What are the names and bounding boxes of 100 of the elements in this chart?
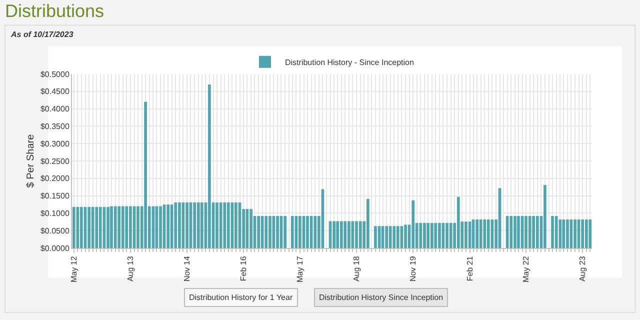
bar — [434, 222, 438, 248]
x-tick-label: May 17 — [296, 256, 305, 282]
bar — [562, 219, 566, 248]
x-tick-label: Aug 23 — [578, 256, 588, 282]
y-tick-label: $0.1000 — [40, 209, 70, 218]
bar — [396, 226, 400, 248]
bar — [358, 221, 362, 248]
bar — [412, 200, 415, 248]
bar — [430, 222, 434, 248]
bar — [226, 202, 230, 248]
bar — [72, 206, 76, 248]
bar — [574, 219, 576, 248]
x-tick-label: Feb 16 — [239, 256, 248, 282]
bar — [532, 216, 535, 248]
bar — [566, 219, 569, 248]
bar — [476, 219, 479, 248]
bar — [174, 202, 178, 248]
bar — [223, 202, 226, 248]
bar — [129, 206, 132, 248]
bar — [310, 216, 313, 248]
bar — [486, 219, 490, 248]
bar — [234, 202, 238, 248]
bar — [374, 226, 377, 248]
bar — [284, 216, 286, 248]
bar — [581, 219, 584, 248]
bar — [585, 219, 588, 248]
bar — [419, 222, 422, 248]
bar — [186, 202, 188, 248]
y-tick-label: $0.4500 — [40, 87, 70, 96]
text: Distribution History for 1 Year — [189, 293, 293, 302]
x-tick-label: Nov 19 — [408, 256, 418, 282]
bar — [588, 219, 592, 248]
y-tick-label: $0.2000 — [40, 174, 70, 184]
bar — [88, 206, 91, 248]
bar — [208, 84, 211, 248]
bar — [257, 216, 260, 248]
bar — [423, 222, 426, 248]
y-tick-label: $0.1500 — [40, 192, 70, 201]
y-tick-label: $0.4000 — [40, 104, 70, 114]
bar — [276, 216, 279, 248]
bar — [340, 221, 343, 248]
bar — [404, 224, 407, 248]
bar — [80, 206, 83, 248]
bar — [200, 202, 204, 248]
bar — [106, 206, 110, 248]
bar — [554, 216, 558, 248]
y-tick-label: $0.0000 — [40, 244, 70, 253]
bar — [250, 209, 252, 248]
bar — [114, 206, 117, 248]
bar — [544, 185, 546, 248]
bar — [456, 196, 460, 248]
bar — [517, 216, 520, 248]
bar — [392, 226, 396, 248]
bar — [144, 102, 147, 248]
bar — [336, 221, 339, 248]
bar — [464, 222, 468, 248]
bar — [446, 222, 448, 248]
bar — [290, 216, 294, 248]
bar — [306, 216, 309, 248]
bar — [510, 216, 513, 248]
x-tick-label: Feb 21 — [465, 256, 474, 282]
bar — [193, 202, 196, 248]
y-tick-label: $0.3000 — [40, 139, 70, 148]
bar — [514, 216, 516, 248]
x-tick-label: May 12 — [69, 256, 78, 282]
bar — [95, 206, 98, 248]
bar — [426, 222, 430, 248]
bar — [159, 206, 162, 248]
bar — [166, 204, 170, 248]
bar — [528, 216, 532, 248]
bar — [118, 206, 120, 248]
chart-subtitle: As of 10/17/2023 — [10, 30, 74, 39]
bar — [332, 221, 336, 248]
x-tick-label: Aug 18 — [352, 256, 362, 282]
y-tick-label: $0.2500 — [40, 156, 70, 166]
bar — [536, 216, 539, 248]
legend-label: Distribution History - Since Inception — [285, 58, 414, 67]
bar — [483, 219, 486, 248]
y-tick-label: $0.5000 — [40, 70, 70, 79]
bar — [355, 221, 358, 248]
x-tick-label: Nov 14 — [182, 256, 192, 282]
bar — [314, 216, 317, 248]
bar — [298, 216, 302, 248]
bar — [178, 202, 181, 248]
bar — [551, 216, 554, 248]
chart-title: Distributions — [5, 1, 104, 21]
bar — [268, 216, 272, 248]
bar — [264, 216, 268, 248]
x-tick-label: May 22 — [522, 256, 531, 282]
bar — [438, 222, 441, 248]
bar — [348, 221, 350, 248]
y-tick-label: $0.3500 — [40, 122, 70, 131]
bar — [524, 216, 528, 248]
bar — [385, 226, 388, 248]
bar — [98, 206, 102, 248]
y-axis-title: $ Per Share — [25, 134, 36, 188]
bar — [136, 206, 140, 248]
text: Distribution History Since Inception — [319, 293, 444, 302]
y-tick-label: $0.0500 — [40, 226, 70, 236]
bar — [366, 198, 370, 248]
